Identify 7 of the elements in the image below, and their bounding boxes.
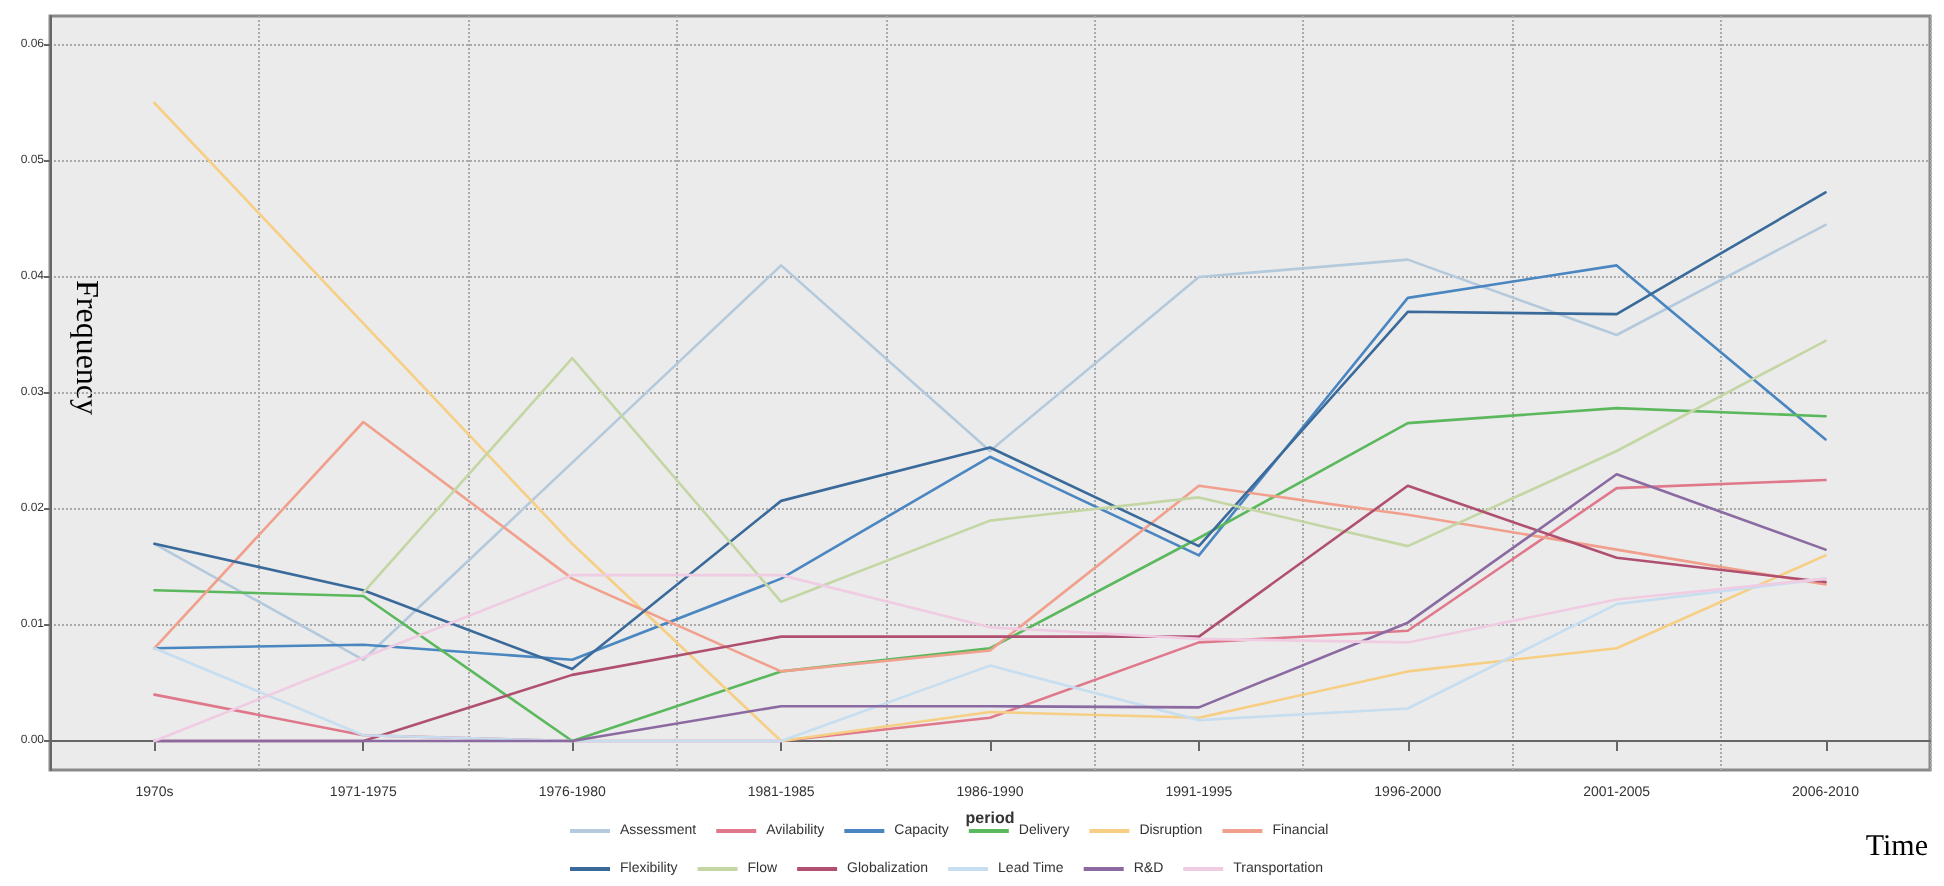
line-series	[153, 101, 1827, 743]
text: Time	[1865, 831, 1929, 863]
x-axis-title: period	[965, 808, 1015, 827]
line-series	[362, 339, 1827, 604]
y-axis-title: Frequency	[69, 280, 103, 416]
line-series	[153, 406, 1827, 743]
line-series	[153, 420, 1827, 673]
